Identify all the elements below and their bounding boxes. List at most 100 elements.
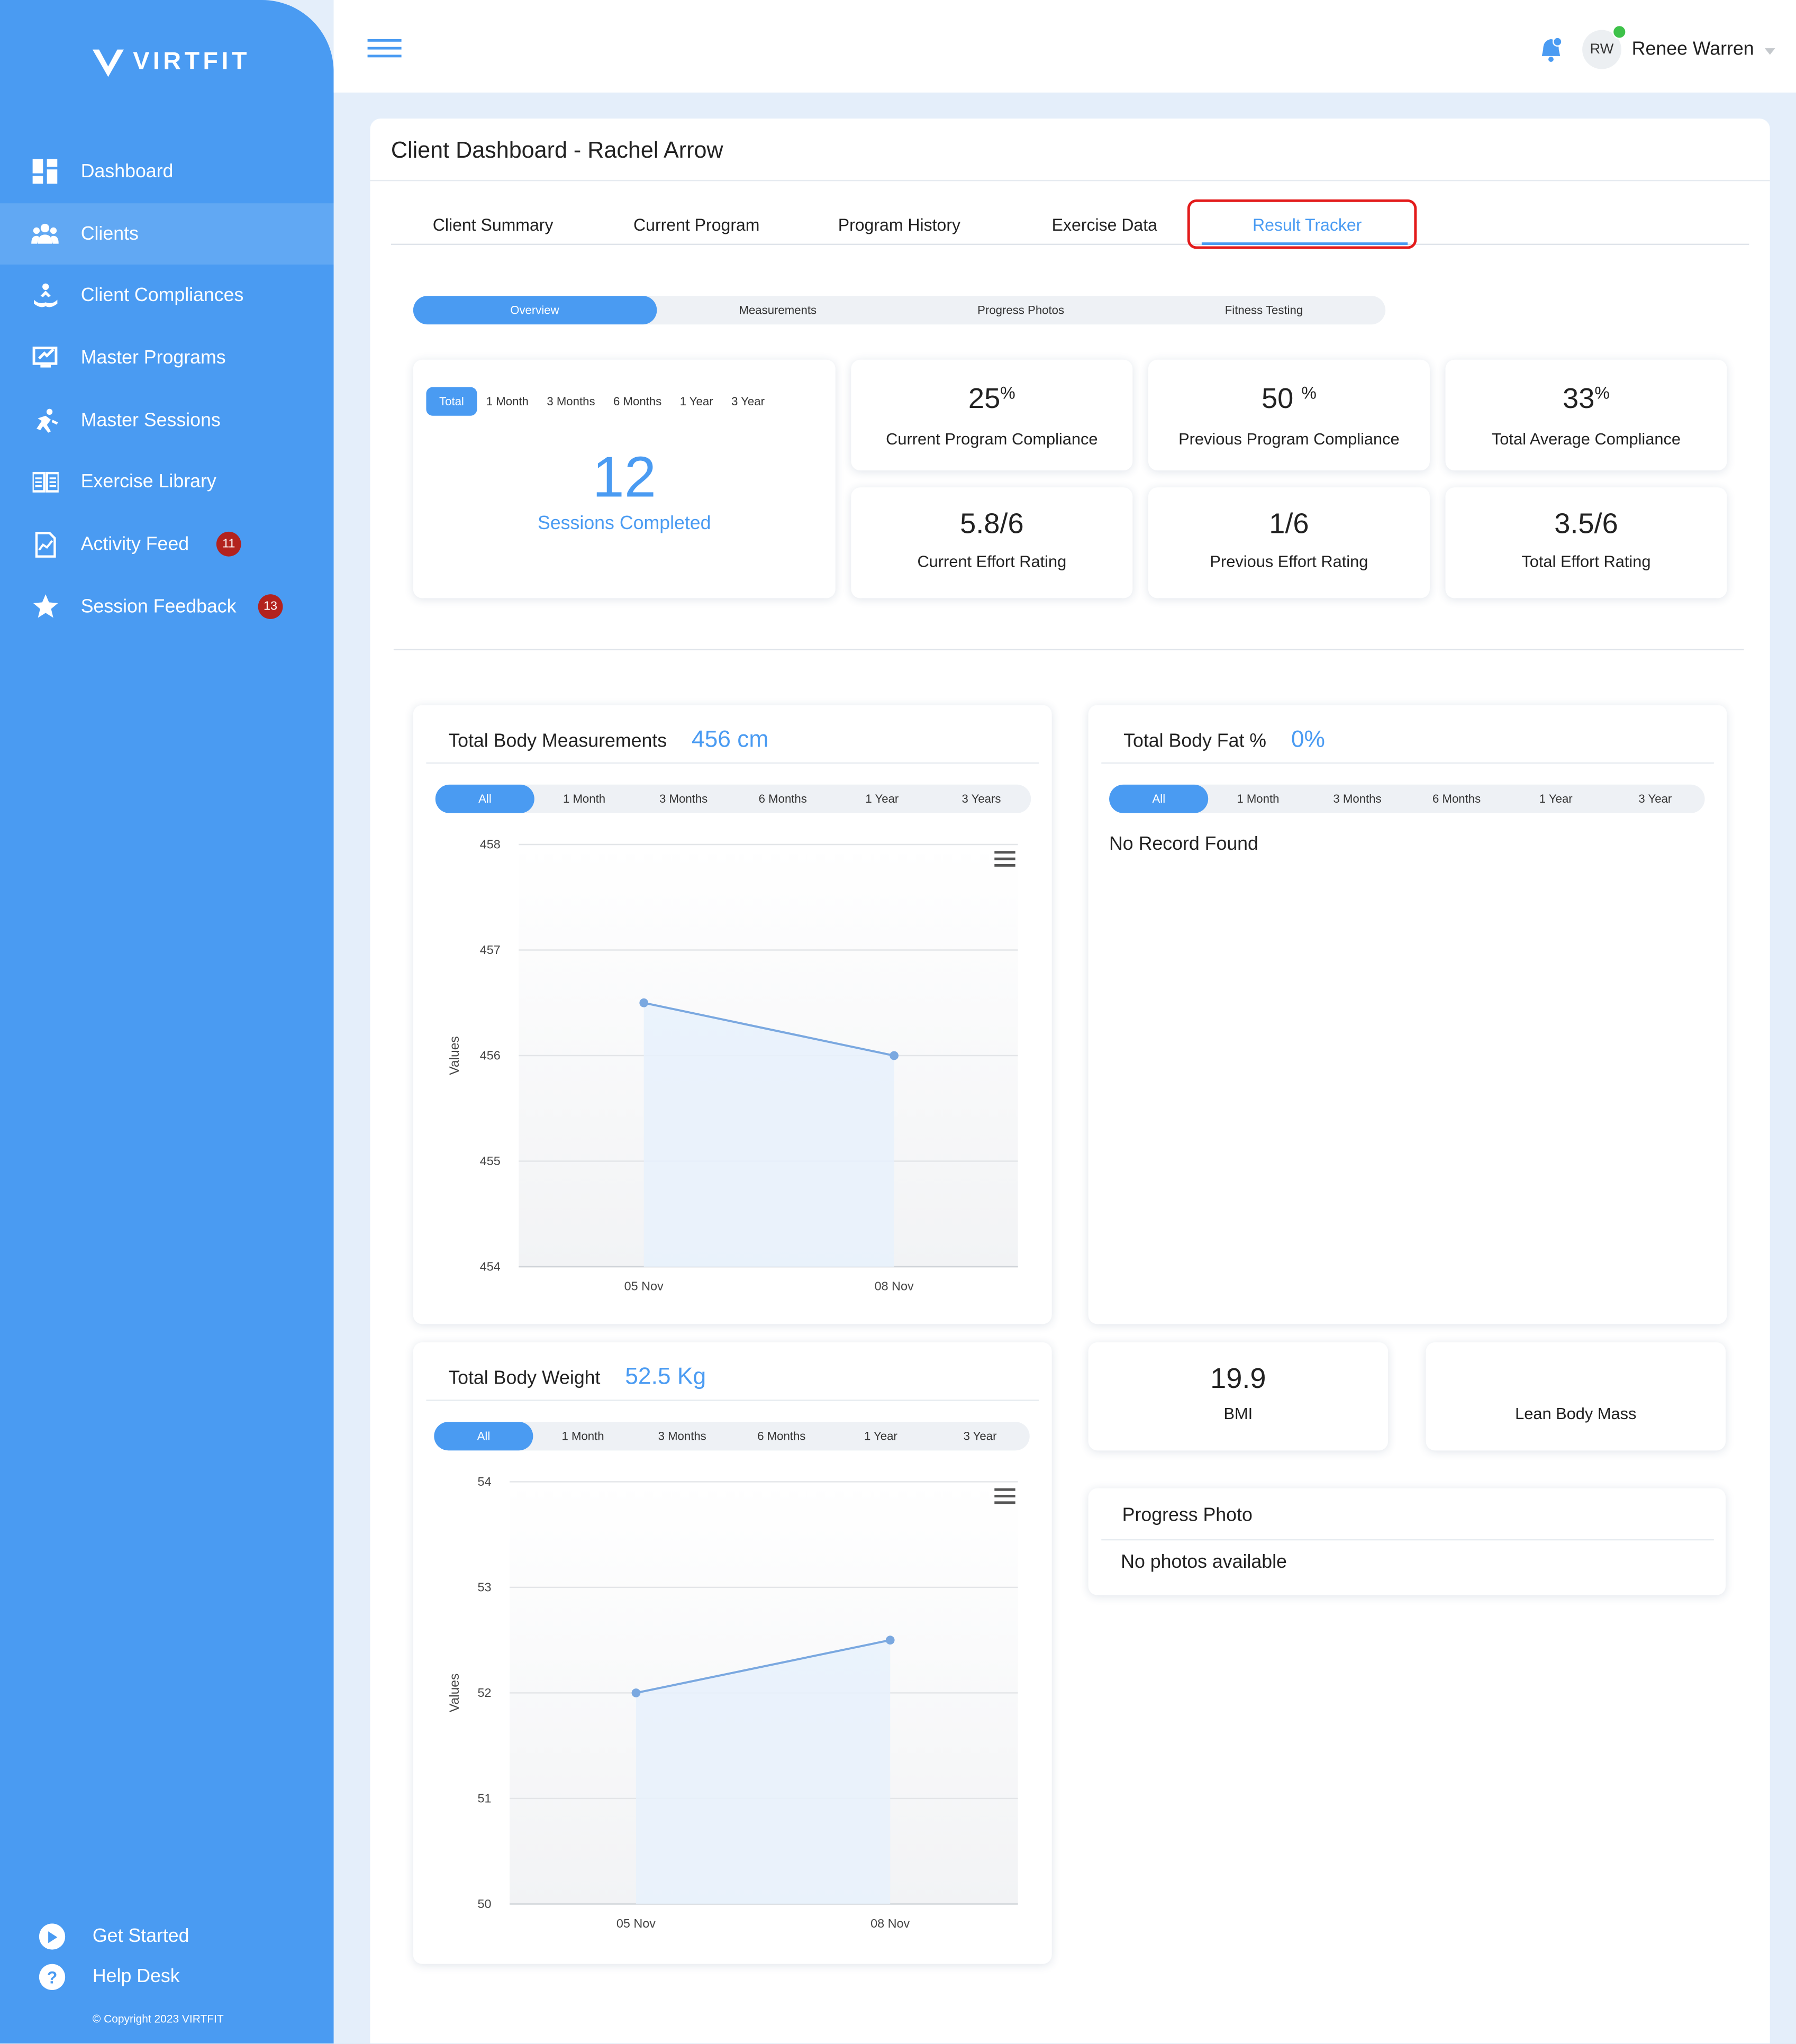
card-divider — [426, 762, 1039, 764]
sidebar-item-exercise-library[interactable]: Exercise Library — [0, 451, 334, 513]
subtab-overview[interactable]: Overview — [413, 296, 657, 325]
stat-value: 33% — [1563, 381, 1610, 415]
subtab-fitness-testing[interactable]: Fitness Testing — [1224, 303, 1303, 317]
y-tick-label: 458 — [480, 837, 501, 851]
stat-card-current-compliance: 25% Current Program Compliance — [851, 359, 1133, 471]
tab-client-summary[interactable]: Client Summary — [432, 215, 554, 235]
no-record-text: No Record Found — [1109, 834, 1258, 855]
tab-exercise-data[interactable]: Exercise Data — [1051, 215, 1157, 235]
sidebar-item-clients[interactable]: Clients — [0, 203, 334, 265]
card-divider — [1101, 1539, 1714, 1541]
range-1-year[interactable]: 1 Year — [679, 395, 713, 408]
brand-name: VIRTFIT — [133, 48, 250, 76]
range-3-year[interactable]: 3 Year — [731, 395, 765, 408]
programs-icon — [31, 344, 59, 372]
get-started-link[interactable]: Get Started — [0, 1917, 334, 1956]
range-3-months[interactable]: 3 Months — [1333, 792, 1382, 806]
tab-current-program[interactable]: Current Program — [633, 215, 760, 235]
user-name[interactable]: Renee Warren — [1631, 39, 1754, 60]
notification-bell-icon[interactable] — [1538, 37, 1564, 62]
range-3-months[interactable]: 3 Months — [658, 1429, 706, 1443]
range-1-month[interactable]: 1 Month — [1237, 792, 1280, 806]
range-6-months[interactable]: 6 Months — [757, 1429, 806, 1443]
weight-range-tabs: All 1 Month 3 Months 6 Months 1 Year 3 Y… — [434, 1422, 1030, 1451]
x-tick-label: 05 Nov — [624, 1279, 664, 1293]
range-3-years[interactable]: 3 Years — [962, 792, 1001, 806]
progress-photo-card: Progress Photo No photos available — [1088, 1488, 1726, 1595]
y-tick-label: 454 — [480, 1259, 501, 1273]
stat-value: 1/6 — [1269, 507, 1309, 540]
sidebar-item-label: Exercise Library — [80, 472, 216, 493]
users-icon — [31, 220, 59, 248]
body-fat-title: Total Body Fat % — [1123, 731, 1267, 752]
body-weight-value: 52.5 Kg — [625, 1363, 706, 1389]
range-1-month[interactable]: 1 Month — [561, 1429, 604, 1443]
range-6-months[interactable]: 6 Months — [758, 792, 807, 806]
sidebar-item-master-programs[interactable]: Master Programs — [0, 327, 334, 389]
active-tab-indicator — [1201, 242, 1408, 246]
subtab-measurements[interactable]: Measurements — [739, 303, 817, 317]
chart-menu-icon[interactable] — [994, 1488, 1015, 1504]
sidebar-item-label: Master Sessions — [80, 410, 221, 431]
body-measurements-header: Total Body Measurements 456 cm — [448, 726, 768, 753]
stat-value: 50 % — [1261, 381, 1317, 415]
range-1-month[interactable]: 1 Month — [486, 395, 529, 408]
y-axis-label: Values — [448, 1674, 462, 1712]
range-1-year[interactable]: 1 Year — [865, 792, 899, 806]
tabs-divider — [391, 243, 1749, 246]
activity-icon — [31, 531, 59, 559]
body-weight-chart: 54 53 52 51 50 05 Nov 08 Nov Values — [448, 1475, 1018, 1930]
library-icon — [31, 469, 59, 496]
y-tick-label: 53 — [478, 1580, 492, 1594]
page-title: Client Dashboard - Rachel Arrow — [391, 137, 723, 163]
range-3-year[interactable]: 3 Year — [1638, 792, 1672, 806]
chevron-down-icon[interactable] — [1764, 48, 1775, 55]
play-icon — [39, 1923, 66, 1950]
y-tick-label: 51 — [478, 1791, 492, 1805]
range-1-year[interactable]: 1 Year — [864, 1429, 897, 1443]
body-fat-header: Total Body Fat % 0% — [1123, 726, 1325, 753]
sidebar-item-label: Session Feedback — [80, 596, 237, 617]
sidebar-item-master-sessions[interactable]: Master Sessions — [0, 389, 334, 451]
sidebar-nav: Dashboard Clients Client Compliances Mas… — [0, 141, 334, 638]
stat-card-current-effort: 5.8/6 Current Effort Rating — [851, 487, 1133, 598]
range-3-months[interactable]: 3 Months — [547, 395, 595, 408]
stat-label: Total Effort Rating — [1521, 552, 1651, 571]
range-total[interactable]: Total — [426, 387, 477, 416]
tab-program-history[interactable]: Program History — [838, 215, 961, 235]
help-icon: ? — [39, 1964, 66, 1991]
lean-body-mass-card: Lean Body Mass — [1426, 1342, 1726, 1451]
y-tick-label: 54 — [478, 1475, 492, 1488]
bmi-card: 19.9 BMI — [1088, 1342, 1389, 1451]
data-point — [639, 998, 649, 1007]
sidebar-item-client-compliances[interactable]: Client Compliances — [0, 265, 334, 327]
range-6-months[interactable]: 6 Months — [1432, 792, 1481, 806]
help-desk-link[interactable]: ? Help Desk — [0, 1957, 334, 1996]
sidebar-item-activity-feed[interactable]: Activity Feed 11 — [0, 514, 334, 576]
help-desk-label: Help Desk — [92, 1966, 180, 1988]
range-all[interactable]: All — [435, 784, 535, 813]
range-3-months[interactable]: 3 Months — [659, 792, 708, 806]
range-3-year[interactable]: 3 Year — [963, 1429, 997, 1443]
sidebar-item-session-feedback[interactable]: Session Feedback 13 — [0, 576, 334, 638]
stat-card-previous-effort: 1/6 Previous Effort Rating — [1148, 487, 1430, 598]
chart-menu-icon[interactable] — [994, 851, 1015, 867]
body-measurements-chart: 458 457 456 455 454 05 Nov 08 Nov Values — [448, 837, 1018, 1293]
activity-feed-badge: 11 — [216, 532, 241, 557]
stat-value: 3.5/6 — [1554, 507, 1618, 540]
range-6-months[interactable]: 6 Months — [613, 395, 662, 408]
range-1-month[interactable]: 1 Month — [563, 792, 606, 806]
range-all[interactable]: All — [434, 1422, 533, 1451]
menu-toggle-icon[interactable] — [367, 39, 402, 59]
subtab-progress-photos[interactable]: Progress Photos — [977, 303, 1065, 317]
x-tick-label: 05 Nov — [616, 1916, 656, 1930]
online-status-dot — [1612, 24, 1627, 39]
range-1-year[interactable]: 1 Year — [1539, 792, 1573, 806]
series-line — [643, 1002, 895, 1057]
range-all[interactable]: All — [1109, 784, 1209, 813]
brand-logo[interactable]: VIRTFIT — [91, 47, 250, 78]
sessions-label: Sessions Completed — [537, 513, 711, 534]
sidebar-item-label: Dashboard — [80, 161, 174, 183]
tab-result-tracker[interactable]: Result Tracker — [1252, 215, 1362, 235]
sidebar-item-dashboard[interactable]: Dashboard — [0, 141, 334, 203]
